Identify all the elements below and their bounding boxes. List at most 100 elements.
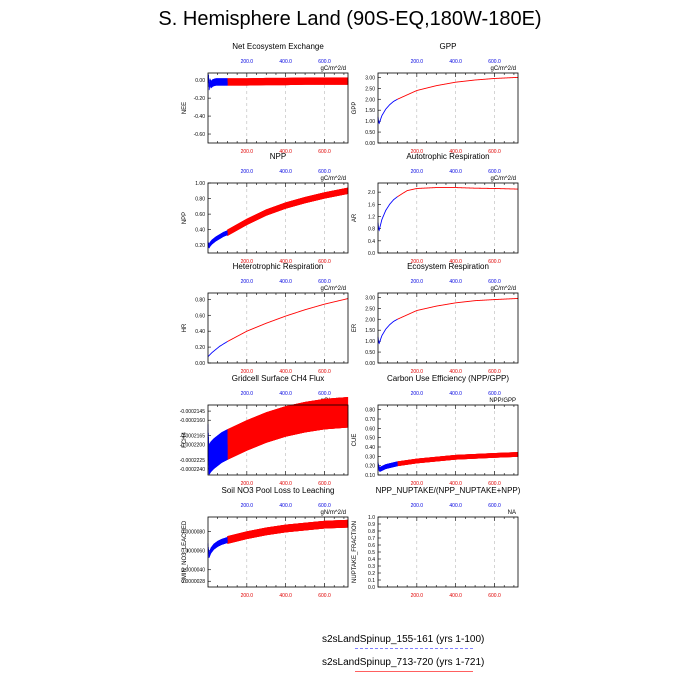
chart-panel-hr: Heterotrophic Respiration gC/m^2/d HR 200.0… <box>182 262 349 375</box>
x-tick-label-top: 600.0 <box>488 279 501 285</box>
y-tick-label: 1.6 <box>368 202 375 208</box>
series-line-red <box>227 298 349 342</box>
x-tick-label-top: 600.0 <box>318 391 331 397</box>
y-tick-label: 0.50 <box>365 350 375 356</box>
legend-entry-blue: s2sLandSpinup_155-161 (yrs 1-100) <box>300 634 540 649</box>
x-tick-label-bottom: 200.0 <box>241 593 254 599</box>
x-tick-label-bottom: 400.0 <box>279 593 292 599</box>
y-axis-label: GPP <box>352 102 358 115</box>
y-tick-label: 0.80 <box>195 297 205 303</box>
series-line-red <box>397 187 519 198</box>
series-line-red <box>227 397 349 460</box>
y-tick-label: 0.6 <box>368 543 375 549</box>
y-axis-label: FCH4 <box>182 432 188 448</box>
y-tick-label: 0.20 <box>195 345 205 351</box>
y-axis-label: ER <box>352 323 358 332</box>
y-tick-label: 0.0000060 <box>181 549 205 555</box>
x-tick-label-bottom: 600.0 <box>318 369 331 375</box>
y-tick-label: 0.8 <box>368 227 375 233</box>
chart-panel-cue: Carbon Use Efficiency (NPP/GPP) NPP/GPP CU… <box>352 374 519 487</box>
x-tick-label-bottom: 200.0 <box>241 369 254 375</box>
plot-frame <box>377 292 519 364</box>
y-tick-label: 0.50 <box>365 436 375 442</box>
x-tick-label-top: 400.0 <box>449 503 462 509</box>
x-tick-label-bottom: 200.0 <box>411 593 424 599</box>
plot-frame <box>377 72 519 144</box>
y-tick-label: 0.80 <box>195 197 205 203</box>
legend-line-red <box>355 671 473 672</box>
plot-frame <box>377 182 519 254</box>
y-tick-label: 0.50 <box>365 130 375 136</box>
x-tick-label-bottom: 200.0 <box>411 369 424 375</box>
y-tick-label: -0.0002240 <box>180 467 206 473</box>
series-line-blue <box>377 461 398 472</box>
chart-panel-ar: Autotrophic Respiration gC/m^2/d AR 200.0 40… <box>352 152 519 265</box>
y-tick-label: 1.0 <box>368 515 375 521</box>
plot-frame <box>207 292 349 364</box>
x-tick-label-top: 400.0 <box>279 503 292 509</box>
x-tick-label-bottom: 200.0 <box>241 259 254 265</box>
x-tick-label-bottom: 200.0 <box>241 481 254 487</box>
legend-entry-red: s2sLandSpinup_713-720 (yrs 1-721) <box>300 657 540 672</box>
chart-panel-fch4: Gridcell Surface CH4 FluxgC/m^2/dFCH4200… <box>180 374 349 487</box>
units-label: gC/m^2/d <box>491 66 517 72</box>
x-tick-label-bottom: 200.0 <box>411 481 424 487</box>
y-tick-label: 0.0000028 <box>181 579 205 585</box>
x-tick-label-top: 600.0 <box>318 169 331 175</box>
series-line-blue <box>207 341 228 357</box>
units-label: gN/m^2/d <box>321 510 347 516</box>
units-label: gC/m^2/d <box>321 66 347 72</box>
chart-panel-gpp: GPP gC/m^2/d GPP 200.0 400.0 600.0 200.0 400.0 6… <box>352 42 519 155</box>
y-tick-label: 1.50 <box>365 328 375 334</box>
chart-title: Heterotrophic Respiration <box>233 262 324 271</box>
series-line-red <box>397 452 519 467</box>
y-tick-label: 0.2 <box>368 571 375 577</box>
page-title: S. Hemisphere Land (90S-EQ,180W-180E) <box>158 8 542 30</box>
x-tick-label-bottom: 600.0 <box>488 369 501 375</box>
x-tick-label-bottom: 400.0 <box>279 259 292 265</box>
units-label: NPP/GPP <box>489 398 516 404</box>
y-tick-label: -0.0002200 <box>180 443 206 449</box>
x-tick-label-top: 600.0 <box>318 503 331 509</box>
y-tick-label: 0.5 <box>368 550 375 556</box>
x-tick-label-top: 200.0 <box>241 169 254 175</box>
y-tick-label: 2.0 <box>368 190 375 196</box>
x-tick-label-bottom: 400.0 <box>449 149 462 155</box>
y-tick-label: 0.00 <box>195 78 205 84</box>
x-tick-label-bottom: 600.0 <box>318 259 331 265</box>
x-tick-label-bottom: 600.0 <box>488 149 501 155</box>
legend-label: s2sLandSpinup_155-161 (yrs 1-100) <box>322 634 485 645</box>
x-tick-label-bottom: 400.0 <box>279 369 292 375</box>
chart-panel-er: Ecosystem Respiration gC/m^2/d ER 200.0 400.… <box>352 262 519 375</box>
units-label: gC/m^2/d <box>321 286 347 292</box>
series-line-red <box>227 519 349 544</box>
y-tick-label: 0.30 <box>365 454 375 460</box>
y-tick-label: -0.0002145 <box>180 409 206 415</box>
x-tick-label-bottom: 600.0 <box>488 593 501 599</box>
y-tick-label: 0.00 <box>365 361 375 367</box>
chart-title: Net Ecosystem Exchange <box>232 42 324 51</box>
chart-title: NPP_NUPTAKE/(NPP_NUPTAKE+NPP) <box>376 486 521 495</box>
x-tick-label-top: 400.0 <box>279 59 292 65</box>
chart-title: Carbon Use Efficiency (NPP/GPP) <box>387 374 509 383</box>
chart-title: Gridcell Surface CH4 Flux <box>232 374 324 383</box>
y-tick-label: 0.20 <box>365 464 375 470</box>
y-axis-label: NUPTAKE_FRACTION <box>352 521 358 583</box>
y-tick-label: 3.00 <box>365 295 375 301</box>
y-axis-label: SMIN_NO3_LEACHED <box>182 520 188 583</box>
y-tick-label: 0.60 <box>365 426 375 432</box>
y-tick-label: 0.0 <box>368 251 375 257</box>
x-tick-label-top: 400.0 <box>449 279 462 285</box>
series-line-blue <box>207 424 228 475</box>
y-tick-label: 0.3 <box>368 564 375 570</box>
x-tick-label-top: 400.0 <box>279 391 292 397</box>
y-tick-label: 0.7 <box>368 536 375 542</box>
series-line-blue <box>377 196 398 232</box>
chart-panel-smin_no3_leached: Soil NO3 Pool Loss to Leaching gN/m^2/d SM… <box>181 486 349 599</box>
chart-panel-npp: NPP gC/m^2/d NPP 200.0 400.0 600.0 200.0 400.0 6… <box>182 152 349 265</box>
y-tick-label: 0.60 <box>195 313 205 319</box>
y-tick-label: 0.60 <box>195 212 205 218</box>
units-label: NA <box>508 510 516 516</box>
x-tick-label-top: 600.0 <box>488 59 501 65</box>
